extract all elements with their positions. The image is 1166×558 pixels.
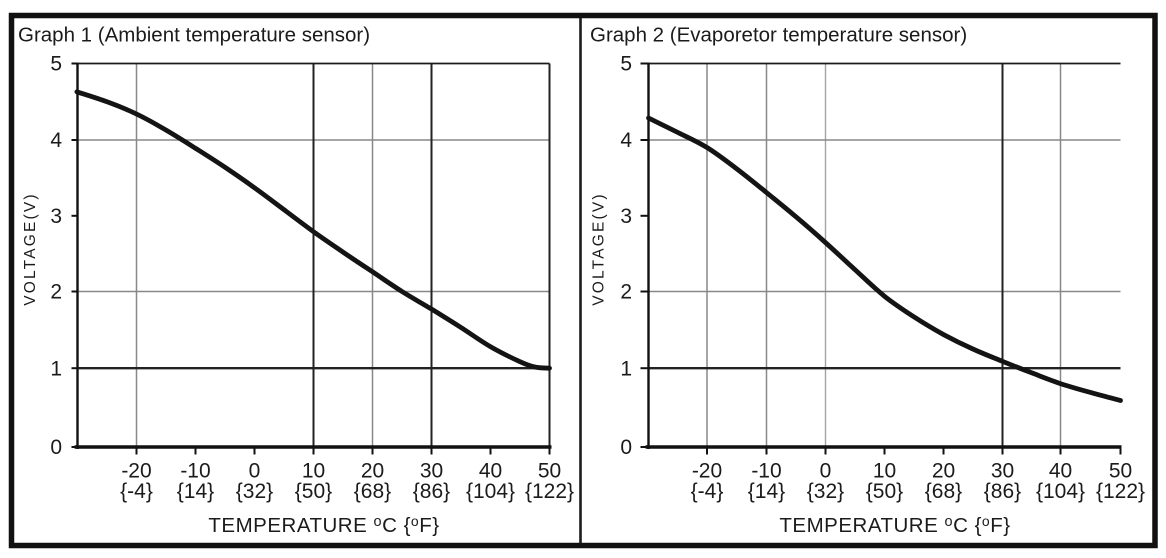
svg-text:3: 3 (50, 205, 62, 228)
svg-text:{86}: {86} (984, 480, 1021, 503)
svg-text:{14}: {14} (748, 480, 785, 503)
svg-text:0: 0 (249, 460, 261, 483)
svg-text:4: 4 (620, 129, 632, 152)
svg-text:50: 50 (1109, 460, 1132, 483)
svg-text:{32}: {32} (236, 480, 273, 503)
svg-text:{14}: {14} (177, 480, 214, 503)
svg-text:2: 2 (620, 281, 632, 304)
svg-text:{50}: {50} (866, 480, 903, 503)
svg-text:{122}: {122} (525, 480, 574, 503)
svg-text:Graph 1 (Ambient temperature s: Graph 1 (Ambient temperature sensor) (18, 24, 370, 47)
svg-text:0: 0 (820, 460, 832, 483)
svg-text:-10: -10 (180, 460, 210, 483)
svg-text:30: 30 (420, 460, 443, 483)
svg-text:-20: -20 (121, 460, 151, 483)
svg-text:{104}: {104} (466, 480, 515, 503)
svg-text:TEMPERATURE oC {oF}: TEMPERATURE oC {oF} (779, 513, 1010, 537)
svg-text:VOLTAGE(V): VOLTAGE(V) (591, 192, 608, 306)
svg-text:-20: -20 (692, 460, 722, 483)
svg-text:2: 2 (50, 281, 62, 304)
svg-text:{-4}: {-4} (691, 480, 724, 503)
svg-text:{50}: {50} (295, 480, 332, 503)
svg-text:{32}: {32} (807, 480, 844, 503)
svg-text:10: 10 (873, 460, 896, 483)
svg-text:3: 3 (620, 205, 632, 228)
svg-text:40: 40 (1049, 460, 1072, 483)
svg-text:VOLTAGE(V): VOLTAGE(V) (22, 192, 39, 306)
svg-text:0: 0 (50, 436, 62, 459)
svg-text:TEMPERATURE oC {oF}: TEMPERATURE oC {oF} (208, 513, 439, 537)
svg-text:50: 50 (538, 460, 561, 483)
svg-text:{86}: {86} (413, 480, 450, 503)
svg-text:{104}: {104} (1036, 480, 1085, 503)
svg-text:Graph 2 (Evaporetor temperatur: Graph 2 (Evaporetor temperature sensor) (590, 24, 967, 47)
svg-text:{68}: {68} (925, 480, 962, 503)
svg-text:10: 10 (302, 460, 325, 483)
svg-text:4: 4 (50, 129, 62, 152)
svg-text:0: 0 (620, 436, 632, 459)
svg-text:5: 5 (50, 53, 62, 76)
svg-text:20: 20 (361, 460, 384, 483)
svg-text:30: 30 (991, 460, 1014, 483)
svg-text:-10: -10 (751, 460, 781, 483)
svg-text:1: 1 (620, 357, 632, 380)
svg-text:{68}: {68} (354, 480, 391, 503)
svg-text:1: 1 (50, 357, 62, 380)
svg-text:{122}: {122} (1096, 480, 1145, 503)
svg-text:40: 40 (479, 460, 502, 483)
svg-text:5: 5 (620, 53, 632, 76)
svg-text:20: 20 (932, 460, 955, 483)
svg-text:{-4}: {-4} (120, 480, 153, 503)
